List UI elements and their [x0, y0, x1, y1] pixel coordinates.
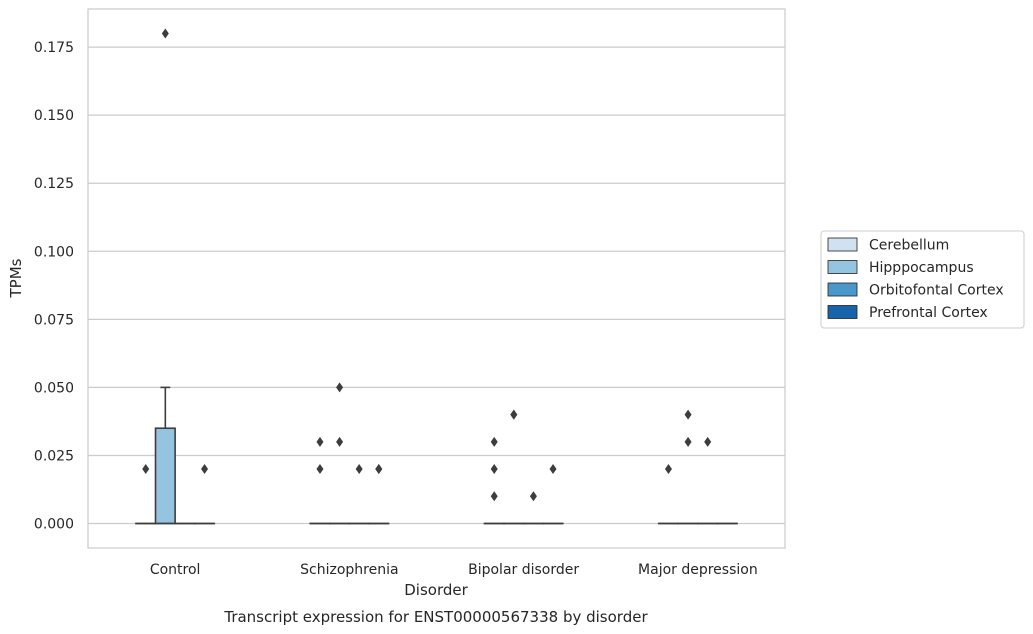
- outlier-point: [142, 464, 150, 475]
- outlier-point: [355, 464, 363, 475]
- legend-swatch: [827, 260, 858, 274]
- outlier-point: [510, 409, 518, 420]
- y-tick-label: 0.100: [34, 244, 74, 260]
- legend-label: Prefrontal Cortex: [869, 305, 988, 321]
- x-tick-label: Control: [150, 562, 201, 578]
- x-tick-label: Bipolar disorder: [468, 562, 579, 578]
- outlier-point: [549, 464, 557, 475]
- outlier-point: [490, 464, 498, 475]
- outlier-point: [490, 436, 498, 447]
- x-tick-label: Major depression: [638, 562, 758, 578]
- outlier-point: [529, 491, 537, 502]
- y-tick-label: 0.050: [34, 380, 74, 396]
- x-tick-label: Schizophrenia: [300, 562, 398, 578]
- grid-lines: [88, 46, 785, 525]
- plot-area: [87, 8, 786, 549]
- outlier-point: [664, 464, 672, 475]
- outlier-point: [684, 436, 692, 447]
- legend-label: Cerebellum: [869, 238, 949, 254]
- legend-label: Hipppocampus: [869, 260, 974, 276]
- legend-label: Orbitofontal Cortex: [869, 283, 1004, 299]
- x-axis-title: Disorder: [404, 581, 468, 599]
- outlier-point: [336, 382, 344, 393]
- outlier-point: [684, 409, 692, 420]
- outlier-point: [316, 436, 324, 447]
- legend-swatch: [827, 237, 858, 252]
- y-tick-label: 0.175: [34, 40, 74, 56]
- y-axis-title: TPMs: [7, 258, 25, 298]
- x-tick-labels: Control Schizophrenia Bipolar disorder Majo…: [150, 562, 758, 578]
- y-tick-label: 0.075: [34, 312, 74, 328]
- outlier-point: [704, 436, 712, 447]
- y-tick-labels: 0.000 0.025 0.050 0.075 0.100 0.125 0.150 0.175: [34, 40, 74, 532]
- y-tick-label: 0.000: [34, 517, 74, 533]
- y-tick-label: 0.125: [34, 176, 74, 192]
- legend-frame: [820, 230, 1025, 329]
- outlier-point: [490, 491, 498, 502]
- outlier-point: [336, 436, 344, 447]
- chart-title: Transcript expression for ENST0000056733…: [223, 608, 648, 626]
- legend-swatch: [827, 305, 858, 319]
- outliers: [142, 28, 712, 502]
- boxes: [135, 386, 738, 525]
- y-tick-label: 0.025: [34, 448, 74, 464]
- box: [154, 427, 176, 525]
- outlier-point: [201, 464, 209, 475]
- y-tick-label: 0.150: [34, 108, 74, 124]
- legend: Cerebellum Hipppocampus Orbitofontal Corte…: [820, 230, 1025, 329]
- outlier-point: [161, 28, 169, 39]
- outlier-point: [316, 464, 324, 475]
- legend-swatch: [827, 282, 858, 297]
- outlier-point: [375, 464, 383, 475]
